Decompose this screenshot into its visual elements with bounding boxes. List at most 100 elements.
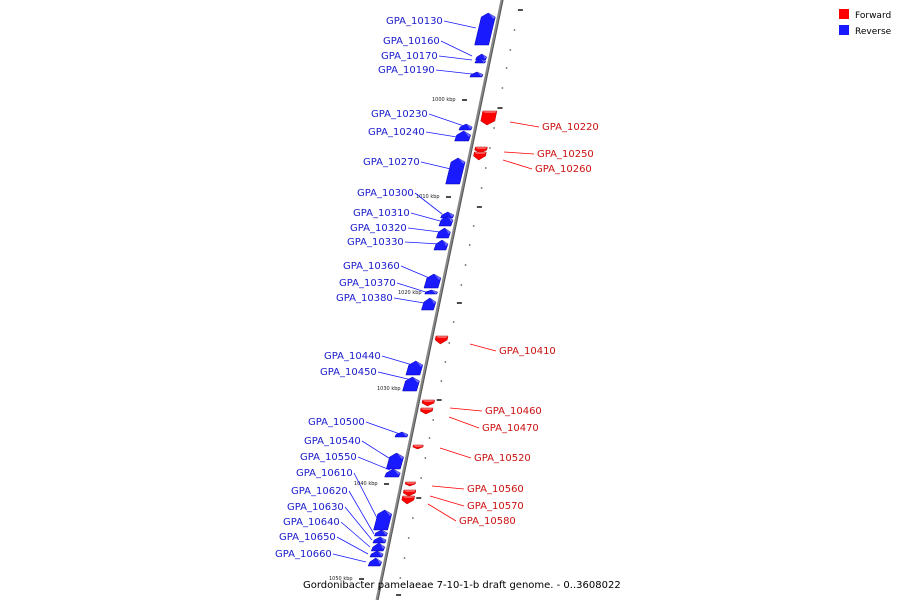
gene-shape[interactable]	[458, 123, 473, 131]
gene-shape[interactable]	[433, 239, 449, 251]
gene-label[interactable]: GPA_10160	[383, 36, 440, 47]
gene-gpa_10650[interactable]: GPA_10650	[279, 532, 384, 558]
gene-shape[interactable]	[384, 468, 401, 478]
gene-label[interactable]: GPA_10520	[474, 453, 531, 464]
gene-gpa_10450[interactable]: GPA_10450	[320, 367, 420, 392]
gene-gpa_10620[interactable]: GPA_10620	[291, 486, 388, 537]
gene-label[interactable]: GPA_10500	[308, 417, 365, 428]
gene-label[interactable]: GPA_10170	[381, 51, 438, 62]
gene-label[interactable]: GPA_10190	[378, 65, 435, 76]
gene-shape[interactable]	[420, 407, 434, 415]
gene-label[interactable]: GPA_10610	[296, 468, 353, 479]
gene-gpa_10370[interactable]: GPA_10370	[339, 278, 438, 295]
gene-shape[interactable]	[412, 444, 424, 450]
gene-label[interactable]: GPA_10250	[537, 149, 594, 160]
gene-shape[interactable]	[474, 12, 496, 46]
gene-gpa_10540[interactable]: GPA_10540	[304, 436, 404, 470]
gene-shape[interactable]	[454, 130, 472, 142]
gene-gpa_10250[interactable]: GPA_10250	[474, 146, 594, 160]
gene-gpa_10640[interactable]: GPA_10640	[283, 517, 386, 552]
gene-gpa_10190[interactable]: GPA_10190	[378, 65, 484, 78]
gene-gpa_10220[interactable]: GPA_10220	[480, 110, 599, 133]
gene-shape[interactable]	[373, 529, 388, 537]
gene-gpa_10560[interactable]: GPA_10560	[404, 481, 524, 495]
gene-gpa_10580[interactable]: GPA_10580	[401, 495, 516, 527]
gene-gpa_10660[interactable]: GPA_10660	[275, 549, 383, 567]
gene-label[interactable]: GPA_10570	[467, 501, 524, 512]
gene-label[interactable]: GPA_10550	[300, 452, 357, 463]
gene-gpa_10310[interactable]: GPA_10310	[353, 208, 454, 227]
gene-label[interactable]: GPA_10380	[336, 293, 393, 304]
gene-shape[interactable]	[385, 452, 404, 470]
gene-label[interactable]: GPA_10270	[363, 157, 420, 168]
gene-label[interactable]: GPA_10540	[304, 436, 361, 447]
gene-shape[interactable]	[404, 481, 416, 487]
gene-gpa_10330[interactable]: GPA_10330	[347, 237, 449, 251]
gene-label[interactable]: GPA_10300	[357, 188, 414, 199]
gene-shape[interactable]	[403, 489, 417, 497]
gene-label[interactable]: GPA_10320	[350, 223, 407, 234]
gene-label[interactable]: GPA_10220	[542, 122, 599, 133]
gene-label[interactable]: GPA_10230	[371, 109, 428, 120]
gene-label[interactable]: GPA_10440	[324, 351, 381, 362]
gene-label[interactable]: GPA_10450	[320, 367, 377, 378]
gene-gpa_10460[interactable]: GPA_10460	[421, 399, 542, 417]
gene-label[interactable]: GPA_10460	[485, 406, 542, 417]
gene-shape[interactable]	[469, 71, 484, 78]
gene-shape[interactable]	[373, 509, 393, 531]
gene-label[interactable]: GPA_10630	[287, 502, 344, 513]
gene-gpa_10130[interactable]: GPA_10130	[386, 12, 496, 46]
gene-gpa_10360[interactable]: GPA_10360	[343, 261, 442, 289]
gene-gpa_10440[interactable]: GPA_10440	[324, 351, 424, 376]
gene-gpa_10500[interactable]: GPA_10500	[308, 417, 409, 438]
gene-gpa_10240[interactable]: GPA_10240	[368, 127, 472, 142]
gene-shape[interactable]	[423, 273, 442, 289]
gene-gpa_10230[interactable]: GPA_10230	[371, 109, 473, 131]
gene-gpa_10550[interactable]: GPA_10550	[300, 452, 401, 478]
gene-gpa_10410[interactable]: GPA_10410	[434, 335, 556, 357]
gene-shape[interactable]	[473, 151, 487, 161]
gene-label[interactable]: GPA_10240	[368, 127, 425, 138]
gene-gpa_10300[interactable]: GPA_10300	[357, 188, 455, 219]
gene-label[interactable]: GPA_10370	[339, 278, 396, 289]
gene-gpa_10170[interactable]: GPA_10170	[381, 51, 487, 64]
gene-shape[interactable]	[421, 399, 435, 407]
gene-gpa_10570[interactable]: GPA_10570	[403, 489, 524, 512]
gene-shape[interactable]	[401, 495, 415, 505]
gene-label[interactable]: GPA_10560	[467, 484, 524, 495]
gene-shape[interactable]	[436, 227, 451, 239]
gene-shape[interactable]	[480, 110, 498, 126]
gene-label[interactable]: GPA_10470	[482, 423, 539, 434]
gene-shape[interactable]	[402, 376, 420, 392]
gene-shape[interactable]	[394, 431, 409, 438]
gene-gpa_10610[interactable]: GPA_10610	[296, 468, 393, 531]
gene-gpa_10260[interactable]: GPA_10260	[473, 151, 592, 175]
gene-label[interactable]: GPA_10620	[291, 486, 348, 497]
gene-gpa_10160[interactable]: GPA_10160	[383, 36, 488, 61]
gene-label[interactable]: GPA_10130	[386, 16, 443, 27]
gene-label[interactable]: GPA_10360	[343, 261, 400, 272]
gene-label[interactable]: GPA_10640	[283, 517, 340, 528]
gene-label[interactable]: GPA_10580	[459, 516, 516, 527]
gene-gpa_10520[interactable]: GPA_10520	[412, 444, 531, 464]
gene-shape[interactable]	[474, 58, 487, 64]
gene-gpa_10630[interactable]: GPA_10630	[287, 502, 387, 544]
gene-shape[interactable]	[438, 215, 454, 227]
gene-gpa_10470[interactable]: GPA_10470	[420, 407, 539, 434]
gene-label[interactable]: GPA_10310	[353, 208, 410, 219]
gene-gpa_10320[interactable]: GPA_10320	[350, 223, 451, 239]
gene-label[interactable]: GPA_10260	[535, 164, 592, 175]
gene-gpa_10270[interactable]: GPA_10270	[363, 157, 466, 185]
gene-label[interactable]: GPA_10660	[275, 549, 332, 560]
gene-shape[interactable]	[474, 146, 488, 154]
gene-shape[interactable]	[405, 360, 424, 376]
gene-shape[interactable]	[445, 157, 466, 185]
gene-label[interactable]: GPA_10650	[279, 532, 336, 543]
gene-shape-highlight	[481, 54, 487, 59]
gene-label[interactable]: GPA_10330	[347, 237, 404, 248]
gene-gpa_10380[interactable]: GPA_10380	[336, 293, 437, 311]
gene-label[interactable]: GPA_10410	[499, 346, 556, 357]
gene-shape[interactable]	[367, 557, 383, 567]
gene-shape[interactable]	[434, 335, 449, 345]
gene-shape[interactable]	[369, 550, 384, 558]
